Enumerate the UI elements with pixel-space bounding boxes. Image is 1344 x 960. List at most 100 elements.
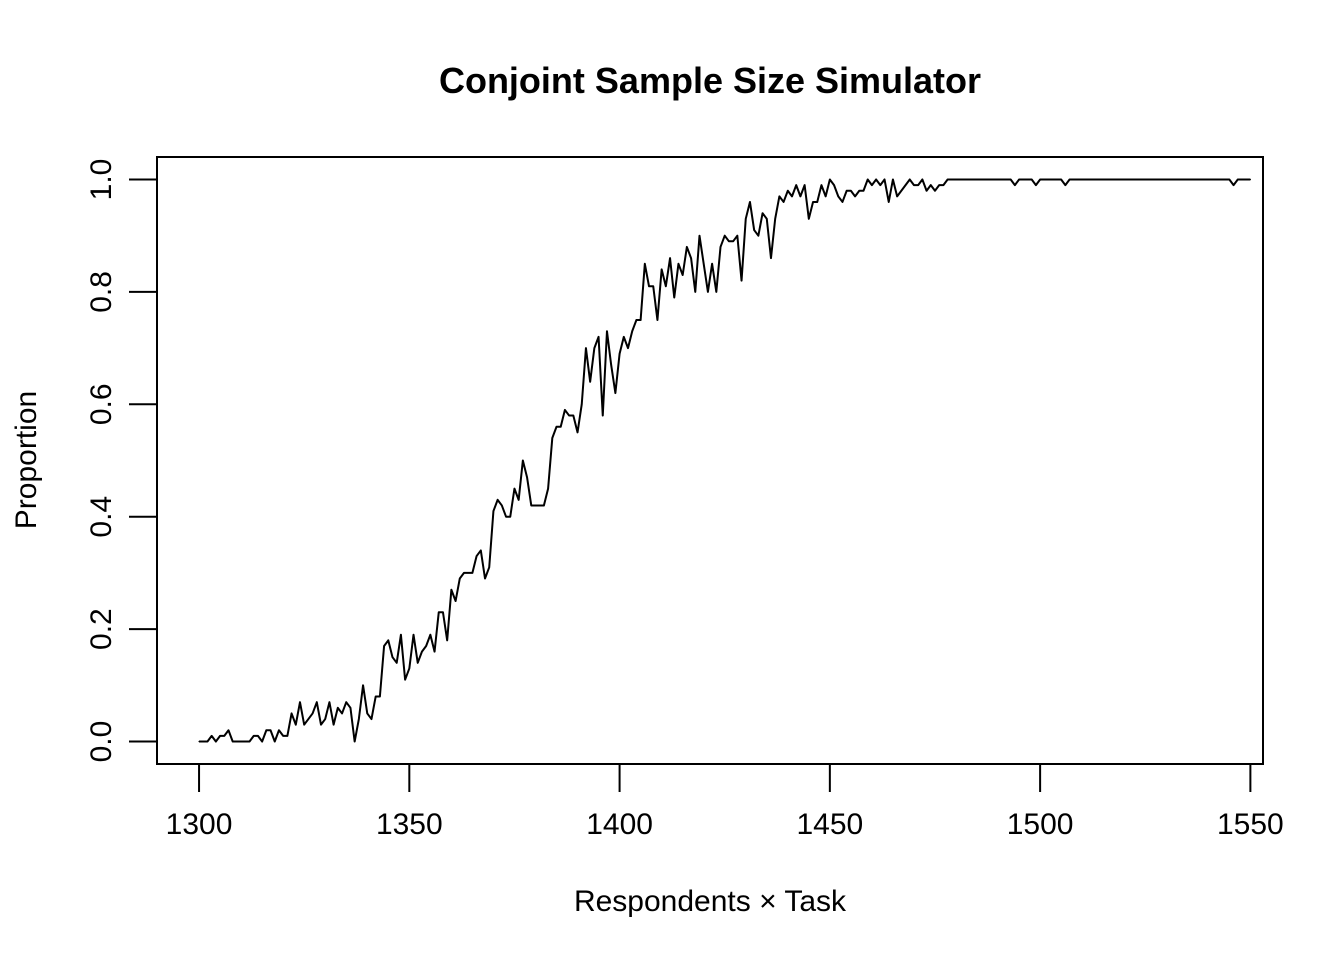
data-point <box>303 724 305 726</box>
data-point <box>694 291 696 293</box>
data-point <box>1073 178 1075 181</box>
data-point <box>904 184 907 186</box>
data-point <box>925 190 928 192</box>
data-point <box>597 336 600 338</box>
data-point <box>1047 178 1050 181</box>
data-point <box>257 735 259 737</box>
data-point <box>854 195 856 197</box>
data-point <box>1127 178 1130 181</box>
data-point <box>269 729 272 731</box>
data-point <box>673 296 675 299</box>
data-point <box>728 240 730 242</box>
y-axis: 0.0 0.2 0.4 0.6 0.8 1.0 <box>85 159 158 762</box>
data-point <box>391 656 394 658</box>
chart-title: Conjoint Sample Size Simulator <box>439 60 981 101</box>
data-point <box>719 246 722 248</box>
data-point <box>942 184 944 186</box>
data-point <box>551 437 553 439</box>
data-point <box>682 274 684 276</box>
data-point <box>984 178 987 181</box>
data-point <box>1216 178 1218 181</box>
data-point <box>934 190 936 192</box>
data-point <box>290 712 293 715</box>
data-point <box>442 611 444 613</box>
data-point <box>1153 178 1155 181</box>
data-point <box>471 572 473 574</box>
data-point <box>572 414 574 417</box>
data-point <box>947 178 949 181</box>
data-point <box>278 729 280 731</box>
data-point <box>265 729 267 731</box>
data-point <box>640 319 642 321</box>
data-point <box>774 218 776 220</box>
data-point <box>1010 178 1012 181</box>
data-point <box>513 488 516 490</box>
data-point <box>467 572 469 574</box>
data-point <box>959 178 961 181</box>
data-point <box>816 201 818 203</box>
data-point <box>1026 178 1029 181</box>
data-point <box>627 347 629 349</box>
data-point <box>909 178 911 181</box>
data-point <box>459 577 461 580</box>
data-point <box>761 212 764 214</box>
x-tick-label: 1350 <box>376 808 443 841</box>
data-point <box>1102 178 1104 181</box>
data-point <box>564 409 566 411</box>
data-point <box>396 662 398 664</box>
data-point <box>488 566 490 568</box>
data-point <box>1211 178 1214 181</box>
data-point <box>698 235 701 237</box>
data-point <box>888 201 890 203</box>
data-point <box>875 178 877 181</box>
data-point <box>892 178 894 181</box>
data-point <box>770 257 772 259</box>
data-point <box>1056 178 1058 181</box>
data-point <box>509 516 511 518</box>
data-point <box>703 263 705 265</box>
data-point <box>1119 178 1121 181</box>
data-point <box>341 712 343 715</box>
data-point <box>917 184 919 186</box>
data-point <box>753 229 755 231</box>
data-point <box>555 426 558 428</box>
data-point <box>324 718 326 720</box>
data-point <box>879 184 881 186</box>
data-point <box>1224 178 1226 181</box>
data-point <box>295 724 297 726</box>
data-point <box>1245 178 1247 181</box>
data-point <box>1043 178 1045 181</box>
data-point <box>989 178 991 181</box>
data-point <box>1136 178 1138 181</box>
data-point <box>236 740 238 743</box>
data-point <box>480 549 482 552</box>
data-point <box>1039 178 1041 181</box>
data-point <box>799 195 802 197</box>
data-point <box>1064 184 1066 186</box>
data-point <box>412 634 415 636</box>
data-point <box>610 364 612 366</box>
data-point <box>404 679 406 681</box>
data-point <box>518 499 520 501</box>
data-point <box>1195 178 1197 181</box>
plot-frame <box>156 156 1264 765</box>
data-point <box>656 319 659 321</box>
data-point <box>337 707 339 709</box>
data-point <box>606 330 608 332</box>
data-point <box>825 195 827 197</box>
data-point <box>850 190 852 192</box>
data-point <box>1094 178 1096 181</box>
data-point <box>1174 178 1176 181</box>
data-point <box>211 735 213 737</box>
data-point <box>400 634 402 636</box>
data-point <box>980 178 982 181</box>
data-point <box>862 190 865 192</box>
data-point <box>316 701 318 703</box>
data-point <box>534 504 537 507</box>
data-point <box>930 184 932 186</box>
data-point <box>484 577 486 580</box>
data-point <box>665 285 667 287</box>
data-point <box>282 735 284 737</box>
data-point <box>732 240 734 242</box>
y-tick-label: 0.2 <box>85 608 118 650</box>
